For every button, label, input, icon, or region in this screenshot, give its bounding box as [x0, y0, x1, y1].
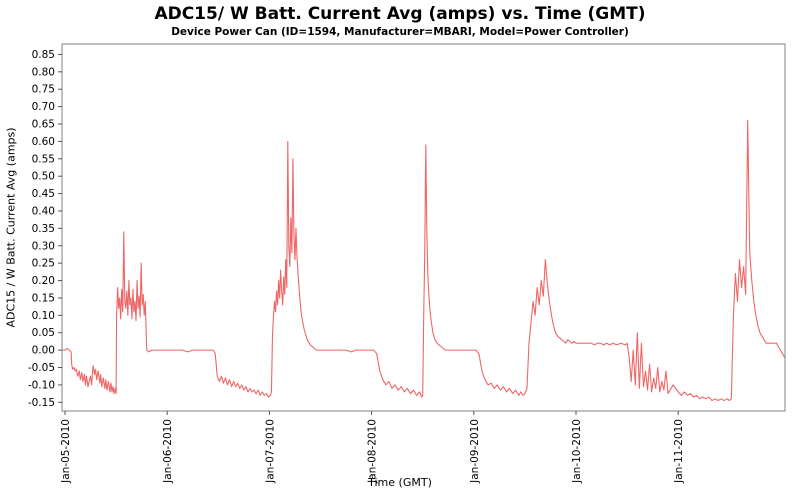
- y-tick-label: 0.40: [32, 205, 55, 217]
- y-tick-label: 0.50: [32, 171, 55, 183]
- x-tick-label: Jan-09-2010: [469, 419, 481, 484]
- y-tick-label: 0.80: [32, 66, 55, 78]
- x-axis-label: Time (GMT): [368, 476, 432, 489]
- y-tick-label: 0.35: [32, 223, 55, 235]
- y-tick-label: -0.10: [28, 379, 55, 391]
- data-series-line: [62, 119, 777, 402]
- x-tick-label: Jan-11-2010: [673, 419, 685, 484]
- x-tick-label: Jan-08-2010: [367, 419, 379, 484]
- y-tick-label: -0.15: [28, 397, 55, 409]
- y-tick-label: 0.25: [32, 258, 55, 270]
- x-tick-label: Jan-10-2010: [571, 419, 583, 484]
- y-tick-label: 0.60: [32, 136, 55, 148]
- y-tick-label: 0.00: [32, 345, 55, 357]
- x-tick-label: Jan-05-2010: [60, 419, 72, 484]
- chart-title: ADC15/ W Batt. Current Avg (amps) vs. Ti…: [154, 4, 646, 24]
- y-tick-label: 0.15: [32, 292, 55, 304]
- chart-subtitle: Device Power Can (ID=1594, Manufacturer=…: [171, 26, 629, 38]
- y-tick-label: 0.75: [32, 84, 55, 96]
- x-tick-label: Jan-07-2010: [264, 419, 276, 484]
- y-tick-label: -0.05: [28, 362, 55, 374]
- y-tick-label: 0.70: [32, 101, 55, 113]
- y-tick-layer: 0.85 0.80 0.75 0.70 0.65 0.60 0.55 0.50 0.45 0.40…: [28, 49, 62, 409]
- y-tick-label: 0.55: [32, 153, 55, 165]
- y-tick-label: 0.65: [32, 119, 55, 131]
- x-tick-label: Jan-06-2010: [162, 419, 174, 484]
- x-tick-layer: Jan-05-2010 Jan-06-2010 Jan-07-2010 Jan-08-…: [60, 411, 685, 484]
- y-tick-label: 0.85: [32, 49, 55, 61]
- series-layer: [62, 119, 785, 402]
- y-tick-label: 0.10: [32, 310, 55, 322]
- y-tick-label: 0.20: [32, 275, 55, 287]
- y-tick-label: 0.45: [32, 188, 55, 200]
- y-tick-label: 0.05: [32, 327, 55, 339]
- y-tick-label: 0.30: [32, 240, 55, 252]
